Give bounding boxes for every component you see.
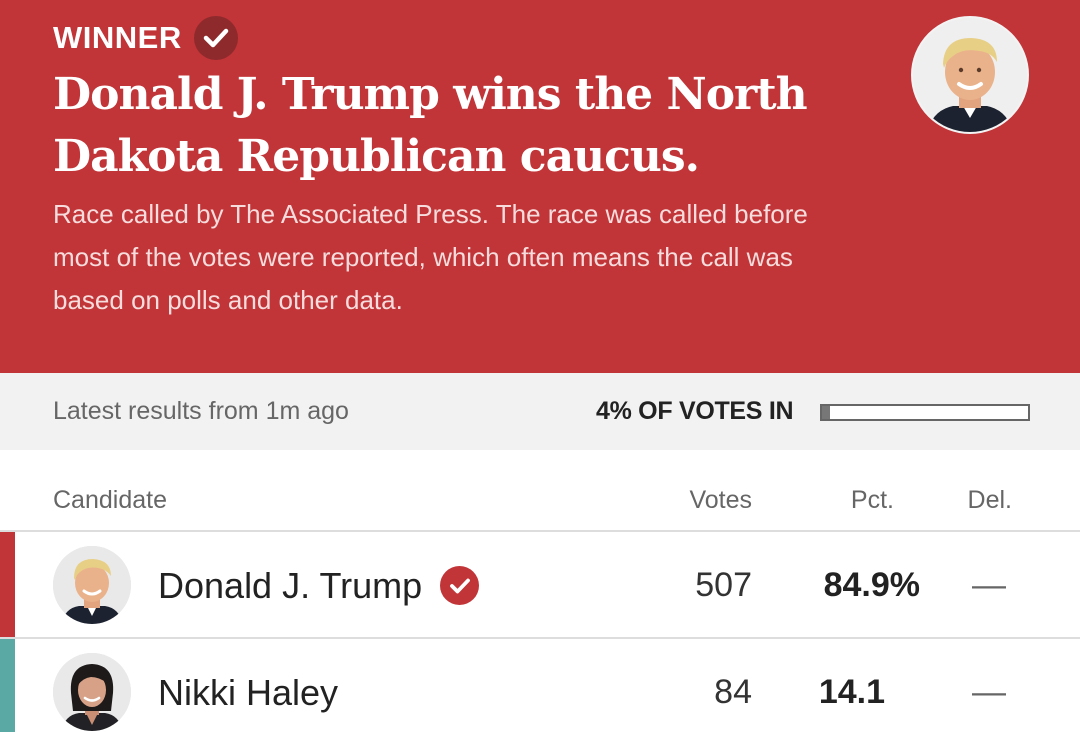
votes-in-progress-bar (820, 404, 1030, 421)
column-header-votes: Votes (689, 486, 752, 514)
column-header-pct: Pct. (850, 486, 894, 514)
winner-portrait (911, 16, 1029, 134)
candidate-photo (53, 653, 131, 731)
race-headline: Donald J. Trump wins the North Dakota Re… (53, 69, 808, 182)
table-row: Nikki Haley 84 14.1 — (0, 639, 1080, 732)
winner-check-icon (440, 566, 479, 605)
party-color-bar (0, 639, 15, 732)
results-table-header: Candidate Votes Pct. Del. (0, 450, 1080, 532)
candidate-pct: 84.9% (823, 566, 920, 604)
votes-in-label: 4% OF VOTES IN (596, 397, 794, 425)
winner-banner: WINNER Donald J. Trump wins the North Da… (0, 0, 1080, 373)
candidate-delegates: — (972, 566, 1006, 604)
party-color-bar (0, 532, 15, 637)
candidate-votes: 507 (695, 566, 752, 604)
table-row: Donald J. Trump 507 84.9% — (0, 532, 1080, 639)
votes-in-progress-fill (822, 406, 831, 419)
candidate-photo (53, 546, 131, 624)
race-call-note: Race called by The Associated Press. The… (53, 199, 808, 315)
column-header-del: Del. (967, 486, 1012, 514)
column-header-candidate: Candidate (53, 486, 167, 514)
latest-results-timestamp: Latest results from 1m ago (53, 397, 349, 425)
candidate-name: Nikki Haley (158, 672, 339, 713)
winner-row: WINNER (53, 16, 238, 60)
candidate-votes: 84 (714, 673, 752, 711)
candidate-name: Donald J. Trump (158, 565, 423, 606)
winner-check-icon (193, 16, 238, 60)
winner-label: WINNER (53, 20, 182, 55)
results-status-bar: Latest results from 1m ago 4% OF VOTES I… (0, 373, 1080, 450)
candidate-pct: 14.1 (818, 673, 885, 711)
candidate-delegates: — (972, 673, 1006, 711)
